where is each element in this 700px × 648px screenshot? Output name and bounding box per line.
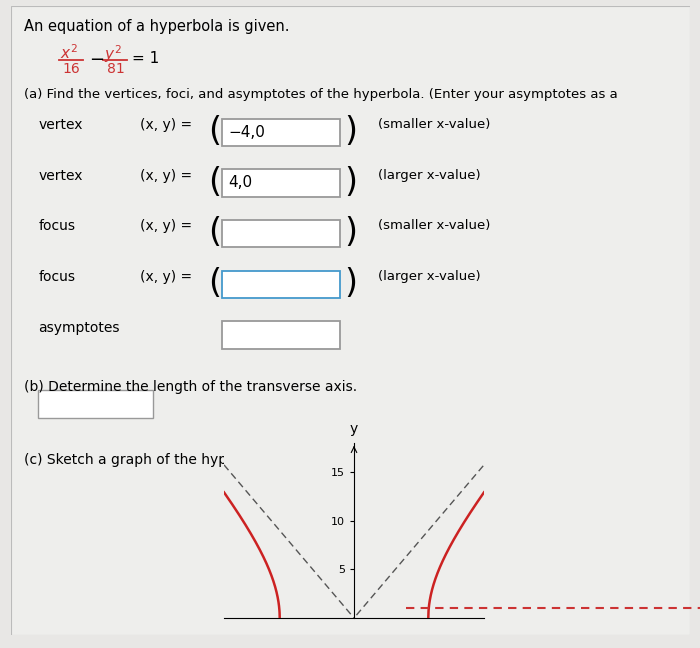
Text: (x, y) =: (x, y) = bbox=[140, 168, 192, 183]
Text: (larger x-value): (larger x-value) bbox=[378, 168, 481, 181]
Text: (c) Sketch a graph of the hyperbola.: (c) Sketch a graph of the hyperbola. bbox=[25, 452, 276, 467]
Text: (: ( bbox=[208, 115, 221, 148]
Text: (: ( bbox=[208, 166, 221, 199]
Text: (x, y) =: (x, y) = bbox=[140, 118, 192, 132]
Text: $x^2$: $x^2$ bbox=[60, 43, 78, 62]
Text: −: − bbox=[90, 51, 104, 69]
Text: (smaller x-value): (smaller x-value) bbox=[378, 118, 490, 131]
Text: = 1: = 1 bbox=[132, 51, 160, 66]
FancyBboxPatch shape bbox=[38, 389, 153, 418]
Text: (x, y) =: (x, y) = bbox=[140, 220, 192, 233]
Text: focus: focus bbox=[38, 220, 76, 233]
FancyBboxPatch shape bbox=[222, 321, 340, 349]
Text: (larger x-value): (larger x-value) bbox=[378, 270, 481, 283]
Text: (a) Find the vertices, foci, and asymptotes of the hyperbola. (Enter your asympt: (a) Find the vertices, foci, and asympto… bbox=[25, 87, 618, 100]
Text: vertex: vertex bbox=[38, 168, 83, 183]
FancyBboxPatch shape bbox=[222, 220, 340, 248]
Text: (: ( bbox=[208, 216, 221, 249]
Text: ): ) bbox=[344, 115, 357, 148]
Text: ): ) bbox=[344, 267, 357, 300]
Text: −4,0: −4,0 bbox=[228, 124, 265, 140]
Text: 81: 81 bbox=[107, 62, 125, 76]
Text: vertex: vertex bbox=[38, 118, 83, 132]
Text: $y^2$: $y^2$ bbox=[104, 43, 122, 65]
Text: focus: focus bbox=[38, 270, 76, 284]
FancyBboxPatch shape bbox=[10, 6, 690, 635]
FancyBboxPatch shape bbox=[222, 169, 340, 196]
FancyBboxPatch shape bbox=[222, 271, 340, 298]
Text: ): ) bbox=[344, 216, 357, 249]
Text: 4,0: 4,0 bbox=[228, 176, 252, 191]
Text: y: y bbox=[350, 422, 358, 436]
Text: (b) Determine the length of the transverse axis.: (b) Determine the length of the transver… bbox=[25, 380, 358, 393]
Text: An equation of a hyperbola is given.: An equation of a hyperbola is given. bbox=[25, 19, 290, 34]
Text: (x, y) =: (x, y) = bbox=[140, 270, 192, 284]
Text: (: ( bbox=[208, 267, 221, 300]
Text: asymptotes: asymptotes bbox=[38, 321, 120, 335]
Text: 16: 16 bbox=[62, 62, 80, 76]
FancyBboxPatch shape bbox=[222, 119, 340, 146]
Text: (smaller x-value): (smaller x-value) bbox=[378, 220, 490, 233]
Text: ): ) bbox=[344, 166, 357, 199]
